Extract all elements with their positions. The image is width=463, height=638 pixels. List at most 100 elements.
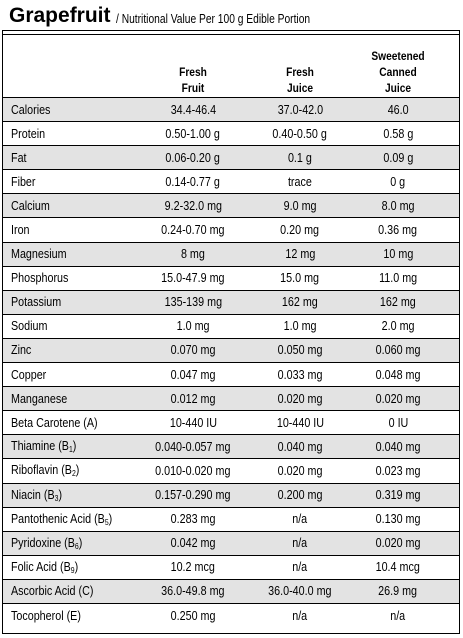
title-main: Grapefruit (9, 4, 111, 27)
canned-juice-value-cell: 2.0 mg (343, 315, 453, 338)
fresh-fruit-value-cell: 0.157-0.290 mg (138, 484, 248, 507)
nutrient-name-cell: Riboflavin (B2) (11, 459, 91, 482)
nutrient-name-cell: Sodium (11, 315, 53, 338)
nutrient-name-suffix: ) (75, 463, 80, 478)
canned-juice-value-cell: 10.4 mcg (343, 556, 453, 579)
fresh-fruit-value-cell: 0.070 mg (138, 339, 248, 362)
canned-juice-value: 0 IU (388, 415, 408, 430)
table-row: Tocopherol (E) 0.250 mg n/a n/a (3, 602, 459, 627)
fresh-fruit-value-cell: 36.0-49.8 mg (138, 580, 248, 603)
table-row: Pyridoxine (B6) 0.042 mg n/a 0.020 mg (3, 530, 459, 555)
canned-juice-value-cell: 0.023 mg (343, 459, 453, 482)
fresh-juice-value: 0.20 mg (280, 223, 320, 238)
fresh-juice-value: 0.050 mg (277, 343, 323, 358)
fresh-juice-value: n/a (292, 608, 308, 623)
nutrient-name-text: Fiber (11, 174, 36, 189)
canned-juice-value: 10 mg (383, 247, 413, 262)
fresh-fruit-value-cell: 0.50-1.00 g (138, 122, 248, 145)
fresh-fruit-value: 34.4-46.4 (170, 102, 216, 117)
canned-juice-value-cell: 0.319 mg (343, 484, 453, 507)
nutrient-name-cell: Magnesium (11, 243, 76, 266)
canned-juice-value: 0.130 mg (375, 512, 421, 527)
fresh-juice-value-cell: 0.020 mg (245, 387, 355, 410)
nutrient-name: Fat (11, 151, 27, 165)
table-row: Folic Acid (B9) 10.2 mcg n/a 10.4 mcg (3, 554, 459, 579)
canned-juice-value: 0 g (390, 174, 406, 189)
fresh-juice-value-cell: 1.0 mg (245, 315, 355, 338)
fresh-juice-value-cell: n/a (245, 532, 355, 555)
table-row: Sodium 1.0 mg 1.0 mg 2.0 mg (3, 313, 459, 338)
fresh-fruit-value-cell: 0.24-0.70 mg (138, 218, 248, 241)
fresh-fruit-value-cell: 10-440 IU (138, 411, 248, 434)
fresh-juice-value: 0.020 mg (277, 463, 323, 478)
nutrient-name: Ascorbic Acid (C) (11, 584, 93, 598)
column-header-sweetened-canned-juice: Sweetened Canned Juice (343, 48, 453, 96)
table-row: Calories 34.4-46.4 37.0-42.0 46.0 (3, 97, 459, 122)
column-header-fresh-juice: Fresh Juice (245, 64, 355, 96)
nutrient-name-cell: Phosphorus (11, 267, 78, 290)
fresh-juice-value-cell: 0.033 mg (245, 363, 355, 386)
table-row: Riboflavin (B2) 0.010-0.020 mg 0.020 mg 0.0… (3, 458, 459, 482)
canned-juice-value: 162 mg (380, 295, 416, 310)
table-row: Thiamine (B1) 0.040-0.057 mg 0.040 mg 0.040… (3, 434, 459, 459)
fresh-fruit-value-cell: 0.042 mg (138, 532, 248, 555)
canned-juice-value-cell: 0 IU (343, 411, 453, 434)
fresh-fruit-value: 0.250 mg (170, 608, 216, 623)
fresh-juice-value: 0.033 mg (277, 367, 323, 382)
table-row: Zinc 0.070 mg 0.050 mg 0.060 mg (3, 337, 459, 363)
canned-juice-value-cell: 0.048 mg (343, 363, 453, 386)
fresh-fruit-value-cell: 1.0 mg (138, 315, 248, 338)
nutrient-name-subscript: 3 (54, 493, 59, 503)
fresh-fruit-value: 0.157-0.290 mg (155, 488, 231, 503)
canned-juice-value: 0.020 mg (375, 391, 421, 406)
nutrient-name-cell: Calcium (11, 194, 56, 217)
canned-juice-value: 0.36 mg (378, 223, 418, 238)
canned-juice-value-cell: 0.58 g (343, 122, 453, 145)
fresh-juice-value: 9.0 mg (283, 198, 317, 213)
nutrient-name-cell: Beta Carotene (A) (11, 411, 112, 434)
nutrient-name: Folic Acid (B9) (11, 560, 78, 575)
table-row: Copper 0.047 mg 0.033 mg 0.048 mg (3, 362, 459, 386)
canned-juice-value: 26.9 mg (378, 584, 418, 599)
nutrient-name-text: Manganese (11, 391, 68, 406)
canned-juice-value: 0.040 mg (375, 439, 421, 454)
fresh-fruit-value-cell: 0.06-0.20 g (138, 146, 248, 169)
nutrient-name-subscript: 1 (68, 445, 73, 455)
nutrient-name-text: Pyridoxine (B (11, 535, 75, 550)
nutrient-name: Riboflavin (B2) (11, 463, 79, 478)
nutrient-name: Calories (11, 103, 50, 117)
table-row: Fiber 0.14-0.77 g trace 0 g (3, 169, 459, 193)
nutrient-name: Fiber (11, 175, 35, 189)
nutrient-name-cell: Protein (11, 122, 51, 145)
fresh-fruit-value: 0.50-1.00 g (165, 126, 221, 141)
nutrient-name: Manganese (11, 392, 67, 406)
fresh-juice-value: 12 mg (285, 247, 315, 262)
nutrient-name-suffix: ) (78, 535, 83, 550)
fresh-juice-value: 0.200 mg (277, 488, 323, 503)
nutrient-name-cell: Thiamine (B1) (11, 435, 87, 458)
canned-juice-value: 10.4 mcg (375, 560, 421, 575)
fresh-juice-value-cell: 0.40-0.50 g (245, 122, 355, 145)
nutrient-name-cell: Ascorbic Acid (C) (11, 580, 107, 603)
fresh-juice-value: 10-440 IU (276, 415, 324, 430)
table-row: Iron 0.24-0.70 mg 0.20 mg 0.36 mg (3, 217, 459, 241)
fresh-fruit-value: 0.010-0.020 mg (155, 463, 231, 478)
fresh-juice-value: n/a (292, 512, 308, 527)
nutrient-name-text: Protein (11, 126, 46, 141)
canned-juice-value-cell: 0.020 mg (343, 387, 453, 410)
nutrient-name: Beta Carotene (A) (11, 416, 98, 430)
fresh-juice-value-cell: 15.0 mg (245, 267, 355, 290)
nutrient-name: Tocopherol (E) (11, 609, 81, 623)
nutrient-name-text: Tocopherol (E) (11, 608, 81, 623)
table-header: Fresh Fruit Fresh Juice Sweetened Canned… (3, 36, 459, 96)
fresh-juice-value: 0.1 g (288, 150, 312, 165)
nutrient-name-suffix: ) (108, 511, 113, 526)
nutrient-name: Pyridoxine (B6) (11, 536, 82, 551)
fresh-juice-value: 162 mg (282, 295, 318, 310)
column-header-line: Canned (379, 65, 417, 79)
nutrient-name: Protein (11, 127, 45, 141)
fresh-fruit-value: 10-440 IU (169, 415, 217, 430)
table-row: Manganese 0.012 mg 0.020 mg 0.020 mg (3, 386, 459, 411)
fresh-juice-value-cell: n/a (245, 508, 355, 531)
fresh-juice-value-cell: 10-440 IU (245, 411, 355, 434)
